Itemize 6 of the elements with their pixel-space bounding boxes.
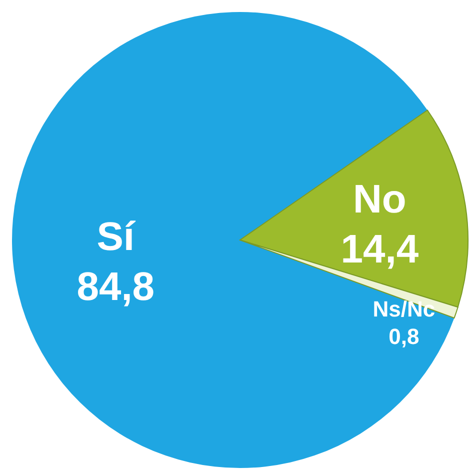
data-label: 0,8 (388, 324, 420, 350)
slice-label: Sí (96, 215, 136, 260)
slice-label: No (353, 177, 406, 222)
data-label: 14,4 (340, 227, 420, 272)
pie-slice (12, 12, 454, 468)
data-label: 84,8 (76, 265, 155, 310)
